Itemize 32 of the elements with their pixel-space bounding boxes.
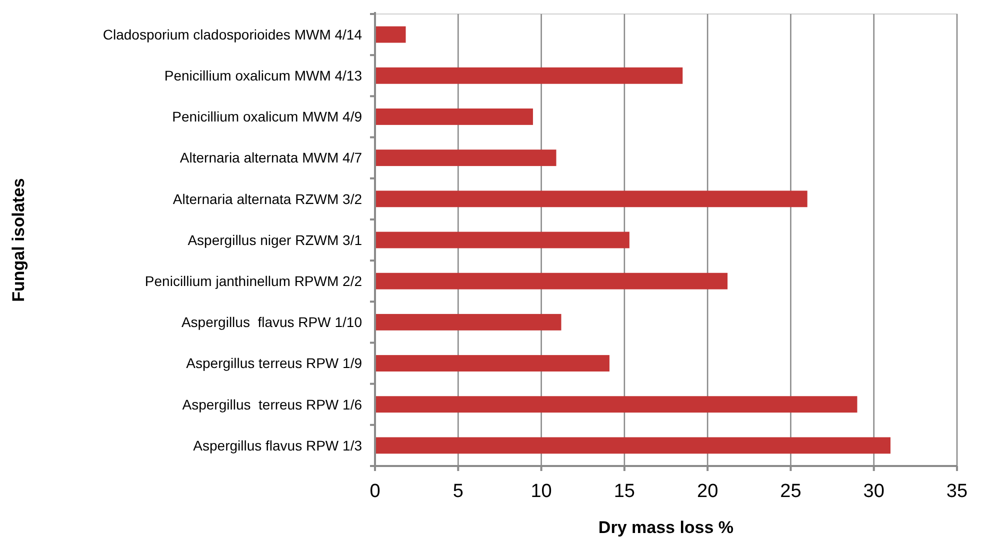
y-tick-label: Penicillium janthinellum RPWM 2/2	[144, 272, 362, 289]
x-tick-label: 30	[863, 481, 884, 502]
bar	[375, 190, 808, 208]
y-tick-label: Alternaria alternata RZWM 3/2	[172, 190, 362, 207]
bar	[375, 26, 406, 43]
bar	[375, 232, 630, 248]
y-tick-label: Cladosporium cladosporioides MWM 4/14	[102, 26, 362, 42]
x-axis-title: Dry mass loss %	[598, 518, 734, 537]
bar	[375, 355, 610, 372]
bar	[375, 314, 562, 330]
x-tick-label: 20	[697, 481, 718, 502]
x-tick-label: 10	[530, 481, 552, 502]
y-axis-title: Fungal isolates	[9, 178, 28, 302]
bar	[375, 150, 556, 166]
bar	[375, 67, 683, 84]
y-tick-label: Aspergillus flavus RPW 1/3	[193, 437, 362, 454]
x-tick-label: 25	[780, 481, 802, 502]
y-tick-label: Penicillium oxalicum MWM 4/9	[172, 108, 362, 125]
y-tick-label: Penicillium oxalicum MWM 4/13	[164, 68, 362, 84]
x-tick-label: 35	[946, 481, 968, 502]
bar	[375, 437, 890, 454]
x-tick-label: 5	[452, 481, 464, 502]
y-tick-label: Aspergillus terreus RPW 1/6	[182, 396, 362, 412]
bar	[375, 108, 533, 125]
x-tick-label: 0	[370, 481, 380, 502]
bar	[375, 396, 858, 413]
y-tick-label: Aspergillus flavus RPW 1/10	[181, 314, 362, 330]
y-tick-label: Aspergillus niger RZWM 3/1	[188, 232, 362, 248]
bar	[375, 272, 728, 290]
x-tick-label: 15	[614, 481, 635, 502]
y-tick-label: Alternaria alternata MWM 4/7	[180, 150, 362, 166]
y-tick-label: Aspergillus terreus RPW 1/9	[186, 355, 362, 372]
